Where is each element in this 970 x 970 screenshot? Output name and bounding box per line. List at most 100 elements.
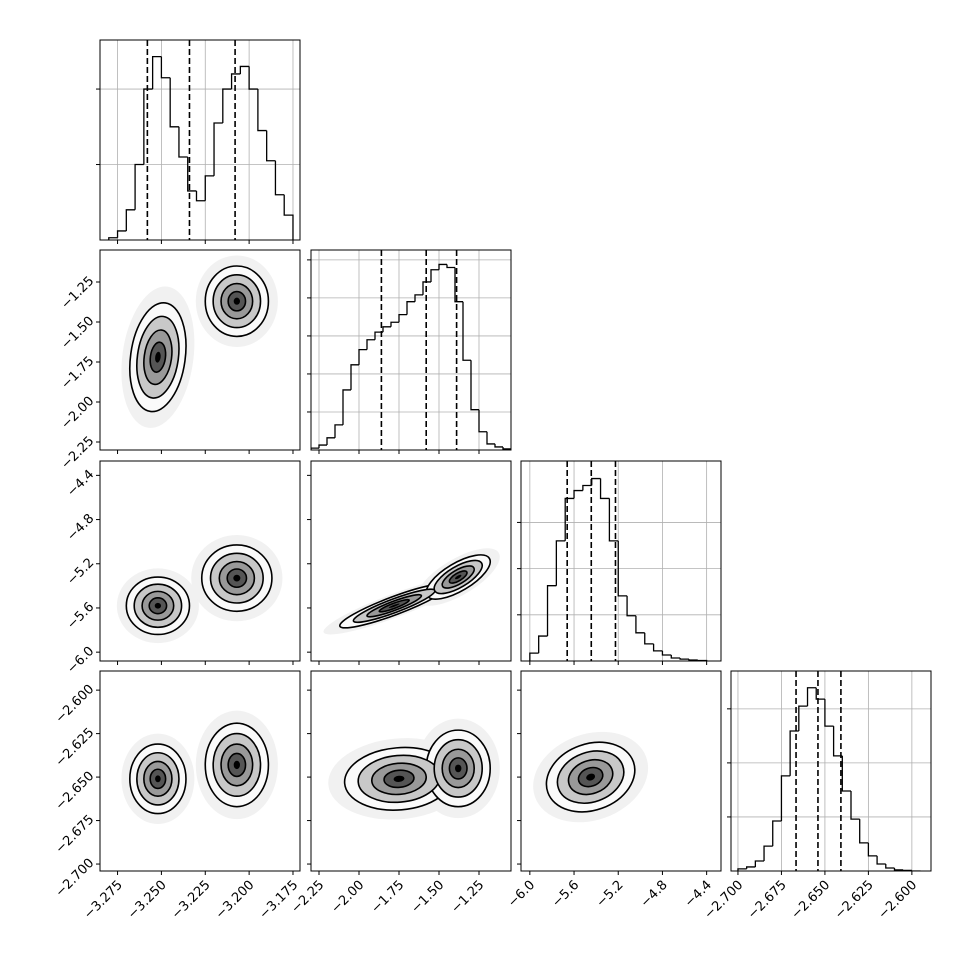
density-contour: [393, 775, 405, 782]
histogram-step: [564, 497, 575, 541]
y-tick-label: −2.700: [53, 856, 98, 901]
x-tick-label: −1.50: [409, 878, 448, 917]
histogram-step: [374, 331, 383, 340]
panel: [323, 548, 500, 635]
y-tick-label: −5.6: [64, 600, 97, 633]
y-tick-label: −5.2: [64, 555, 97, 588]
histogram-step: [608, 498, 619, 542]
y-tick-label: −1.25: [59, 274, 98, 313]
histogram-step: [798, 705, 808, 731]
histogram-step: [582, 484, 592, 491]
x-tick-label: −2.00: [329, 878, 368, 917]
histogram-step: [230, 73, 241, 90]
panel-frame: [730, 670, 932, 872]
histogram-step: [635, 615, 645, 634]
histogram-step: [350, 364, 359, 390]
y-tick-label: −2.600: [53, 682, 98, 727]
histogram-step: [885, 863, 895, 869]
histogram-step: [414, 294, 423, 302]
histogram-step: [599, 478, 610, 500]
panel: [521, 461, 721, 661]
histogram-step: [555, 540, 566, 586]
histogram-step: [116, 230, 127, 238]
panel: [121, 710, 278, 825]
histogram-step: [390, 321, 399, 327]
x-tick-label: −2.650: [789, 878, 834, 923]
density-contour: [455, 574, 462, 580]
y-tick-label: −2.00: [59, 394, 98, 433]
histogram-step: [780, 775, 791, 821]
histogram-step: [366, 339, 375, 350]
histogram-step: [462, 301, 471, 361]
histogram-step: [763, 845, 773, 861]
histogram-step: [334, 424, 343, 438]
histogram-step: [772, 820, 782, 847]
x-tick-label: −3.200: [213, 878, 258, 923]
histogram-step: [143, 88, 153, 165]
histogram-step: [591, 477, 601, 486]
histogram-step: [342, 389, 351, 425]
histogram-step: [737, 868, 747, 871]
panel-frame: [99, 39, 301, 241]
histogram-step: [248, 66, 258, 90]
histogram-step: [213, 122, 223, 176]
histogram-step: [311, 447, 319, 450]
histogram-step: [318, 444, 327, 449]
panel: [121, 255, 278, 428]
histogram-step: [406, 301, 415, 315]
histogram-step: [902, 869, 912, 871]
x-tick-label: −6.0: [505, 878, 538, 911]
histogram-step: [661, 650, 672, 656]
panel: [311, 250, 511, 450]
panel: [116, 535, 283, 644]
density-contour: [388, 603, 400, 608]
histogram-step: [688, 659, 698, 661]
y-tick-label: −2.675: [53, 812, 98, 857]
histogram-step: [274, 160, 285, 196]
histogram-step: [806, 687, 817, 707]
histogram-step: [546, 585, 557, 637]
histogram-step: [169, 77, 179, 128]
histogram-step: [486, 431, 495, 445]
histogram-step: [257, 89, 267, 132]
histogram-step: [670, 654, 681, 659]
histogram-step: [382, 326, 391, 333]
x-tick-label: −3.250: [125, 878, 170, 923]
histogram-step: [204, 175, 215, 201]
y-tick-label: −2.25: [59, 434, 98, 473]
histogram-step: [538, 635, 548, 654]
histogram-step: [478, 409, 487, 433]
histogram-step: [815, 687, 825, 700]
histogram-step: [151, 55, 162, 90]
panel-frame: [310, 670, 512, 872]
panel: [731, 671, 931, 871]
x-tick-label: −2.600: [876, 878, 921, 923]
histogram-step: [679, 657, 689, 660]
histogram-step: [502, 446, 511, 450]
panel-frame: [520, 460, 722, 662]
density-contour: [233, 574, 241, 582]
y-tick-label: −4.8: [64, 511, 97, 544]
density-contour: [455, 764, 462, 773]
histogram-step: [789, 730, 799, 776]
panel: [533, 731, 649, 823]
histogram-step: [454, 267, 463, 303]
histogram-step: [438, 263, 447, 270]
density-contour: [154, 602, 162, 609]
histogram-step: [125, 209, 136, 231]
x-tick-label: −2.625: [832, 878, 877, 923]
histogram-step: [239, 65, 250, 74]
y-tick-label: −2.650: [53, 769, 98, 814]
histogram-step: [644, 632, 654, 645]
histogram-step: [529, 652, 539, 661]
y-tick-label: −1.75: [59, 354, 98, 393]
x-tick-label: −1.75: [369, 878, 408, 917]
histogram-step: [867, 842, 878, 857]
histogram-step: [617, 540, 628, 597]
histogram-step: [134, 163, 144, 210]
panel-frame: [310, 460, 512, 662]
histogram-step: [626, 595, 636, 617]
histogram-step: [893, 868, 904, 871]
y-tick-label: −6.0: [64, 644, 97, 677]
